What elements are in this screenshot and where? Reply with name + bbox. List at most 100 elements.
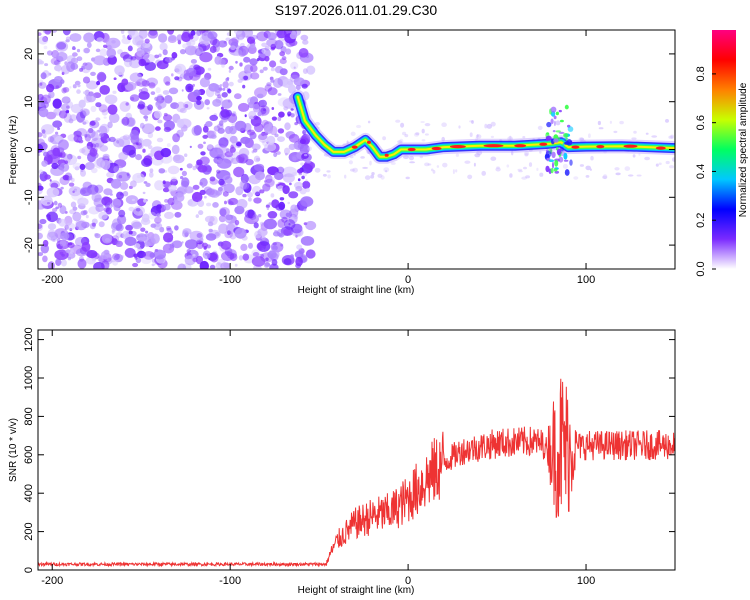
noise-speckle xyxy=(135,142,139,146)
noise-speckle xyxy=(511,150,514,156)
noise-speckle xyxy=(290,254,294,259)
noise-speckle xyxy=(205,121,213,127)
noise-speckle xyxy=(219,208,227,217)
noise-speckle xyxy=(455,169,458,173)
noise-speckle xyxy=(290,71,300,80)
noise-speckle xyxy=(162,90,170,95)
noise-speckle xyxy=(96,135,101,139)
noise-speckle xyxy=(78,99,86,109)
noise-speckle xyxy=(270,79,275,83)
noise-speckle xyxy=(101,109,109,116)
noise-speckle xyxy=(129,58,141,69)
noise-speckle xyxy=(218,223,229,234)
noise-speckle xyxy=(305,179,308,183)
colorbar-tick-label: 0.4 xyxy=(695,164,707,179)
noise-speckle xyxy=(181,241,184,244)
noise-speckle xyxy=(285,152,288,156)
burst-speckle xyxy=(553,120,556,127)
noise-speckle xyxy=(217,158,223,164)
noise-speckle xyxy=(267,87,278,96)
noise-speckle xyxy=(179,167,183,171)
noise-speckle xyxy=(344,174,347,179)
noise-speckle xyxy=(507,136,513,142)
noise-speckle xyxy=(135,207,141,212)
noise-speckle xyxy=(58,139,69,151)
noise-speckle xyxy=(251,256,266,267)
noise-speckle xyxy=(299,138,306,145)
noise-speckle xyxy=(252,103,260,113)
noise-speckle xyxy=(524,153,529,157)
noise-speckle xyxy=(171,144,180,155)
noise-speckle xyxy=(149,252,156,258)
noise-speckle xyxy=(128,206,135,212)
noise-speckle xyxy=(55,131,59,135)
noise-speckle xyxy=(353,151,356,157)
noise-speckle xyxy=(227,88,232,94)
burst-speckle xyxy=(563,152,568,160)
noise-speckle xyxy=(253,197,262,204)
noise-speckle xyxy=(50,182,59,189)
noise-speckle xyxy=(113,253,124,263)
noise-speckle xyxy=(174,76,180,81)
noise-speckle xyxy=(111,235,120,243)
noise-speckle xyxy=(227,113,238,123)
noise-speckle xyxy=(58,110,68,119)
noise-speckle xyxy=(206,107,210,110)
snr-frame xyxy=(37,329,676,571)
noise-speckle xyxy=(199,77,210,88)
noise-speckle xyxy=(240,243,248,251)
noise-speckle xyxy=(441,136,446,142)
noise-speckle xyxy=(140,227,146,232)
x-tick-label: 100 xyxy=(577,575,595,587)
noise-speckle xyxy=(415,132,420,136)
noise-speckle xyxy=(59,232,70,241)
noise-speckle xyxy=(207,31,218,40)
noise-speckle xyxy=(91,131,99,142)
noise-speckle xyxy=(163,126,171,133)
spectrogram-y-label: Frequency (Hz) xyxy=(8,116,19,185)
noise-speckle xyxy=(171,52,178,59)
noise-speckle xyxy=(38,81,47,89)
noise-speckle xyxy=(285,48,292,55)
burst-speckle xyxy=(555,130,561,133)
y-tick-label: 400 xyxy=(23,484,35,502)
burst-speckle xyxy=(566,139,573,146)
noise-speckle xyxy=(441,122,447,127)
noise-speckle xyxy=(49,179,52,182)
noise-speckle xyxy=(61,64,71,75)
noise-speckle xyxy=(217,94,222,99)
noise-speckle xyxy=(38,32,42,36)
noise-speckle xyxy=(305,187,310,193)
noise-speckle xyxy=(158,168,166,174)
noise-speckle xyxy=(70,201,77,208)
noise-speckle xyxy=(277,128,285,134)
noise-speckle xyxy=(271,107,275,110)
noise-speckle xyxy=(136,233,148,242)
noise-speckle xyxy=(184,255,196,266)
noise-speckle xyxy=(204,195,207,199)
noise-speckle xyxy=(284,81,288,84)
noise-speckle xyxy=(82,76,91,84)
noise-speckle xyxy=(254,171,265,181)
noise-speckle xyxy=(38,93,44,101)
noise-speckle xyxy=(262,183,271,192)
noise-speckle xyxy=(237,78,243,83)
noise-speckle xyxy=(61,71,65,75)
noise-speckle xyxy=(219,109,231,120)
noise-speckle xyxy=(158,53,162,58)
noise-speckle xyxy=(306,65,316,75)
noise-speckle xyxy=(150,223,157,228)
noise-speckle xyxy=(424,133,429,136)
noise-speckle xyxy=(490,135,494,139)
noise-speckle xyxy=(292,156,297,162)
noise-speckle xyxy=(53,200,58,206)
noise-speckle xyxy=(233,30,243,35)
spectrogram-ridge xyxy=(290,89,675,176)
noise-speckle xyxy=(269,60,277,68)
noise-speckle xyxy=(155,213,161,218)
noise-speckle xyxy=(658,162,662,166)
noise-speckle xyxy=(495,167,501,172)
noise-speckle xyxy=(424,162,430,167)
noise-speckle xyxy=(268,249,280,260)
noise-speckle xyxy=(113,165,123,174)
